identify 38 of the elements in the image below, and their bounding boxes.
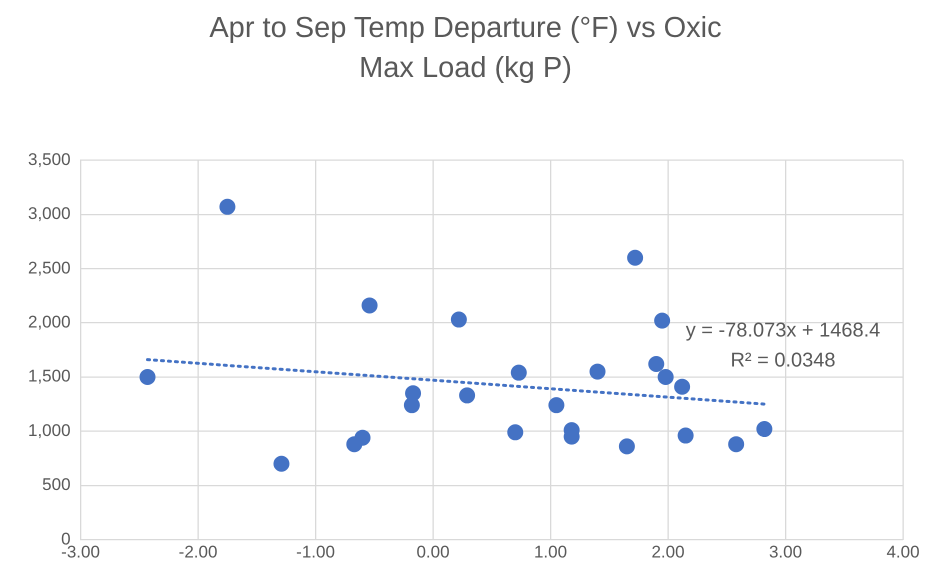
x-tick-label: 2.00 <box>651 542 685 562</box>
y-tick-label: 3,000 <box>28 204 71 224</box>
x-tick-label: 3.00 <box>768 542 802 562</box>
point <box>273 456 290 472</box>
y-tick-label: 2,500 <box>28 258 71 278</box>
point <box>648 356 664 372</box>
point <box>362 297 378 314</box>
annotation: R² = 0.0348 <box>730 350 836 372</box>
point <box>510 364 527 381</box>
point <box>140 369 156 385</box>
point <box>674 378 690 395</box>
y-tick-label: 500 <box>42 475 71 494</box>
x-tick-label: 1.00 <box>534 542 568 562</box>
y-tick-label: 3,500 <box>28 150 71 169</box>
point <box>590 364 606 380</box>
x-tick-label: 4.00 <box>886 542 920 562</box>
point <box>450 312 467 328</box>
point <box>507 424 524 440</box>
x-tick-label: -2.00 <box>178 542 218 562</box>
point <box>728 436 744 452</box>
annotation: y = -78.073x + 1468.4 <box>686 320 880 342</box>
point <box>459 387 476 404</box>
x-tick-label: -1.00 <box>296 542 335 562</box>
point <box>618 438 635 454</box>
y-tick-label: 1,500 <box>28 366 71 386</box>
point <box>756 421 772 438</box>
y-tick-label: 2,000 <box>28 312 71 332</box>
point <box>627 250 644 266</box>
point <box>548 397 564 414</box>
y-tick-label: 1,000 <box>28 420 71 440</box>
x-tick-label: 0.00 <box>416 542 450 562</box>
point <box>678 428 694 444</box>
point <box>404 397 420 414</box>
point <box>658 369 674 385</box>
point <box>354 430 371 446</box>
chart-title: Apr to Sep Temp Departure (°F) vs Oxic Max Load (kg P) <box>208 11 723 86</box>
point <box>219 198 236 215</box>
point <box>654 312 670 329</box>
